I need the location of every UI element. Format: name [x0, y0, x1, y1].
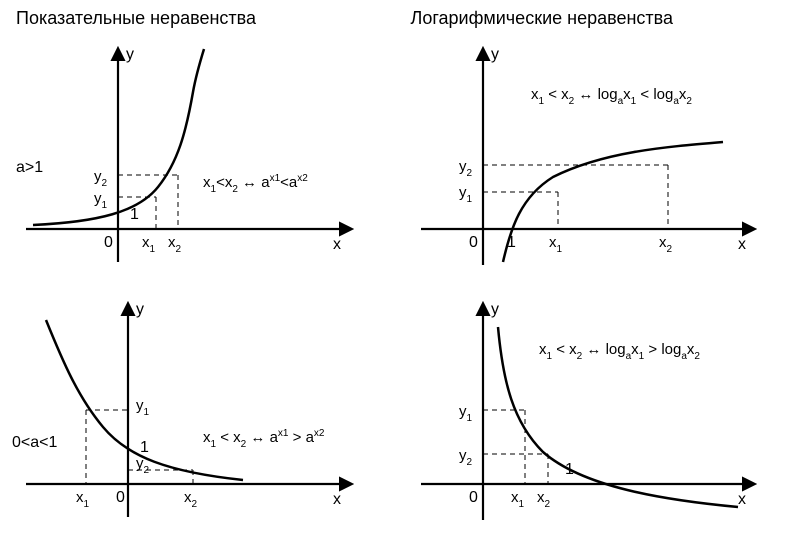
- panel-log-decreasing: y x 0 1 y1 y2 x1 x2 x1 < x2 ↔ logax1 > l…: [403, 292, 778, 543]
- x1-label: x1: [549, 234, 563, 255]
- y2-label: y2: [459, 447, 473, 468]
- formula-exp-dec: x1 < x2 ↔ ax1 > ax2: [203, 428, 325, 450]
- y1-label: y1: [459, 403, 473, 424]
- formula-log-dec: x1 < x2 ↔ logax1 > logax2: [539, 341, 700, 362]
- y2-label: y2: [94, 168, 108, 189]
- formula-log-inc: x1 < x2 ↔ logax1 < logax2: [531, 86, 692, 107]
- panel-exp-increasing: y x 0 1 a>1 y1 y2 x1 x2 x1<x2 ↔ ax1<ax2: [8, 37, 383, 288]
- x2-label: x2: [184, 489, 198, 510]
- x1-label: x1: [142, 234, 156, 255]
- x2-label: x2: [537, 489, 551, 510]
- x1-label: x1: [511, 489, 525, 510]
- y-axis-label: y: [126, 46, 134, 63]
- one-label: 1: [130, 206, 139, 223]
- svg-log-decreasing: y x 0 1 y1 y2 x1 x2 x1 < x2 ↔ logax1 > l…: [403, 292, 773, 532]
- x-axis-label: x: [738, 491, 746, 508]
- one-label: 1: [140, 439, 149, 456]
- x2-label: x2: [659, 234, 673, 255]
- svg-log-increasing: y x 0 1 y1 y2 x1 x2 x1 < x2 ↔ logax1 < l…: [403, 37, 773, 277]
- origin-label: 0: [104, 234, 113, 251]
- x1-label: x1: [76, 489, 90, 510]
- origin-label: 0: [116, 489, 125, 506]
- panel-log-increasing: y x 0 1 y1 y2 x1 x2 x1 < x2 ↔ logax1 < l…: [403, 37, 778, 288]
- one-label: 1: [507, 234, 516, 251]
- condition-0-lt-a-lt-1: 0<a<1: [12, 434, 57, 451]
- x-axis-label: x: [333, 491, 341, 508]
- y-axis-label: y: [136, 301, 144, 318]
- y-axis-label: y: [491, 46, 499, 63]
- one-label: 1: [565, 461, 574, 478]
- svg-exp-increasing: y x 0 1 a>1 y1 y2 x1 x2 x1<x2 ↔ ax1<ax2: [8, 37, 378, 277]
- origin-label: 0: [469, 489, 478, 506]
- x-axis-label: x: [738, 236, 746, 253]
- y1-label: y1: [136, 397, 150, 418]
- panel-exp-decreasing: y x 0 1 0<a<1 y1 y2 x1 x2 x1 < x2 ↔ ax1 …: [8, 292, 383, 543]
- y-axis-label: y: [491, 301, 499, 318]
- x2-label: x2: [168, 234, 182, 255]
- origin-label: 0: [469, 234, 478, 251]
- left-column-title: Показательные неравенства: [8, 8, 383, 33]
- curve-log-increasing: [503, 142, 723, 262]
- condition-a-gt-1: a>1: [16, 159, 43, 176]
- curve-exp-decreasing: [46, 320, 243, 480]
- right-column-title: Логарифмические неравенства: [403, 8, 778, 33]
- x-axis-label: x: [333, 236, 341, 253]
- y2-label: y2: [459, 158, 473, 179]
- svg-exp-decreasing: y x 0 1 0<a<1 y1 y2 x1 x2 x1 < x2 ↔ ax1 …: [8, 292, 378, 532]
- y1-label: y1: [94, 190, 108, 211]
- y1-label: y1: [459, 184, 473, 205]
- formula-exp-inc: x1<x2 ↔ ax1<ax2: [203, 173, 308, 195]
